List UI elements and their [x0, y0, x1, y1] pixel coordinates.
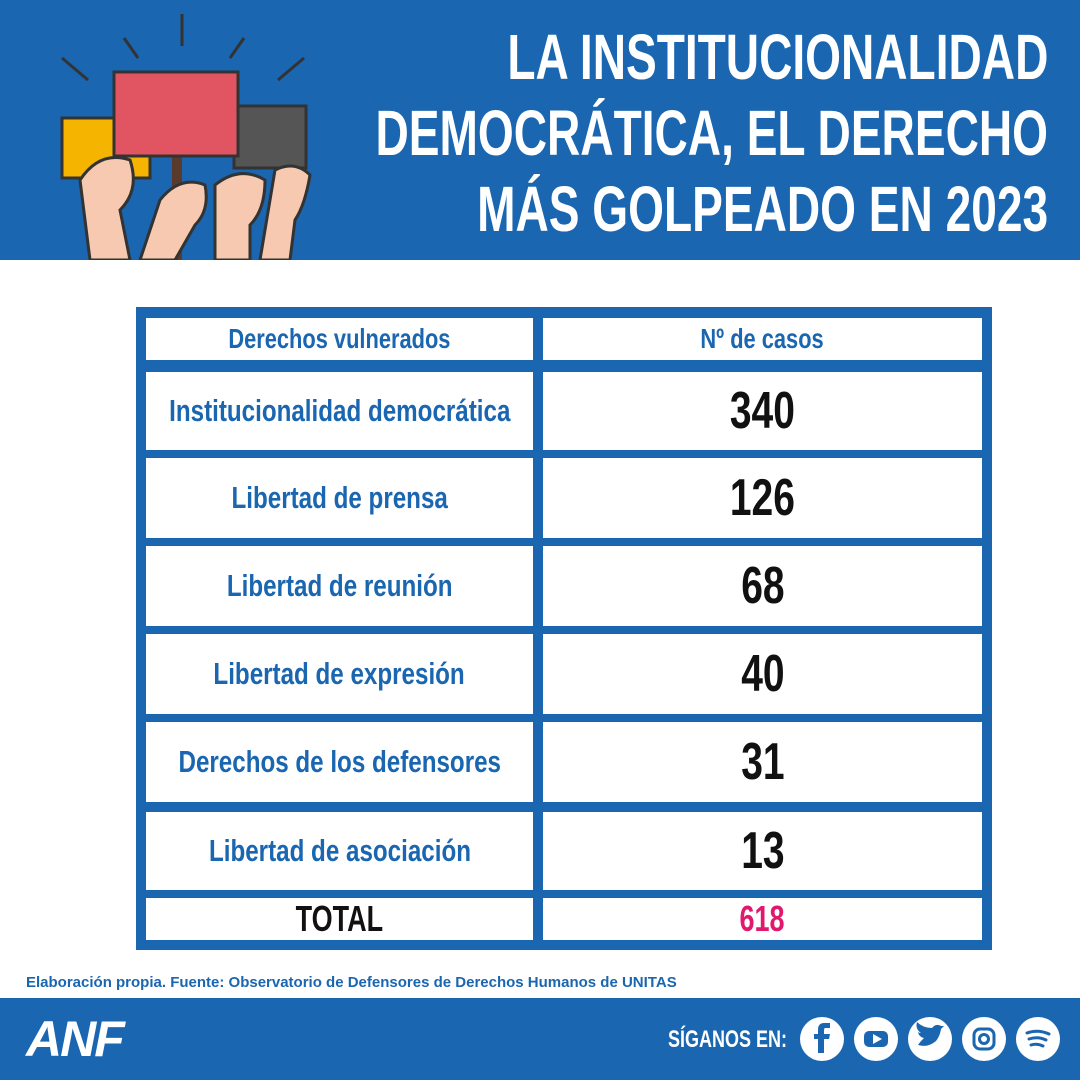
table: Derechos vulnerados Nº de casos Institucio…	[136, 307, 992, 950]
case-count: 126	[543, 458, 982, 538]
right-label-text: Libertad de asociación	[208, 833, 471, 868]
right-label-text: Institucionalidad democrática	[168, 393, 511, 428]
case-count-text: 31	[740, 733, 785, 791]
right-label-text: Libertad de prensa	[231, 480, 448, 515]
footer: ANF SÍGANOS EN:	[0, 998, 1080, 1080]
right-label-text: Derechos de los defensores	[178, 744, 501, 779]
social-icons	[800, 1017, 1060, 1061]
case-count-text: 13	[740, 822, 785, 880]
case-count-text: 126	[729, 469, 796, 527]
logo: ANF	[26, 1011, 125, 1067]
case-count: 40	[543, 634, 982, 714]
title-line: LA INSTITUCIONALIDAD	[507, 21, 1048, 93]
case-count: 13	[543, 812, 982, 890]
case-count: 68	[543, 546, 982, 626]
total-label: TOTAL	[146, 898, 533, 940]
header-cell-text: Derechos vulnerados	[228, 323, 451, 354]
right-label: Libertad de expresión	[146, 634, 533, 714]
right-label: Libertad de asociación	[146, 812, 533, 890]
total-count: 618	[543, 898, 982, 940]
illustration	[60, 14, 312, 260]
title-line: DEMOCRÁTICA, EL DERECHO	[375, 97, 1048, 169]
right-label: Libertad de reunión	[146, 546, 533, 626]
case-count: 340	[543, 372, 982, 450]
instagram-icon[interactable]	[962, 1017, 1006, 1061]
right-label: Libertad de prensa	[146, 458, 533, 538]
right-label-text: Libertad de reunión	[226, 568, 453, 603]
case-count-text: 40	[740, 645, 785, 703]
follow-label: SÍGANOS EN:	[668, 1026, 788, 1053]
header: LA INSTITUCIONALIDAD DEMOCRÁTICA, EL DER…	[0, 0, 1080, 260]
right-label-text: Libertad de expresión	[213, 656, 466, 691]
header-cell: Derechos vulnerados	[146, 318, 533, 360]
total-count-text: 618	[739, 898, 786, 939]
total-label-text: TOTAL	[295, 898, 384, 939]
source: Elaboración propia. Fuente: Observatorio…	[26, 974, 677, 991]
right-label: Derechos de los defensores	[146, 722, 533, 802]
right-label: Institucionalidad democrática	[146, 372, 533, 450]
header-cell: Nº de casos	[543, 318, 982, 360]
case-count-text: 340	[729, 382, 796, 440]
case-count: 31	[543, 722, 982, 802]
case-count-text: 68	[740, 557, 785, 615]
title-line: MÁS GOLPEADO EN 2023	[476, 173, 1048, 245]
header-cell-text: Nº de casos	[700, 323, 825, 354]
